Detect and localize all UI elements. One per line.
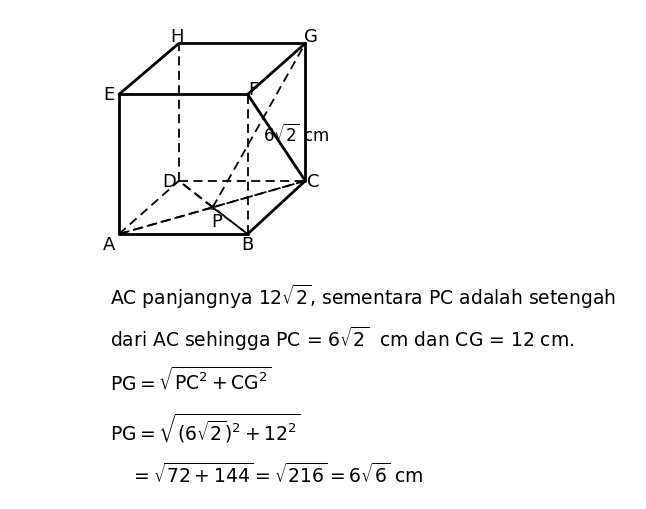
Text: A: A	[103, 235, 116, 253]
Text: D: D	[162, 173, 176, 190]
Text: $\mathrm{PG} = \sqrt{(6\sqrt{2})^2 + 12^2}$: $\mathrm{PG} = \sqrt{(6\sqrt{2})^2 + 12^…	[110, 410, 301, 444]
Text: H: H	[170, 28, 183, 46]
Text: dari AC sehingga PC = $6\sqrt{2}$  cm dan CG = 12 cm.: dari AC sehingga PC = $6\sqrt{2}$ cm dan…	[110, 325, 574, 353]
Text: C: C	[307, 173, 320, 190]
Text: $6\sqrt{2}$ cm: $6\sqrt{2}$ cm	[263, 124, 329, 146]
Text: AC panjangnya $12\sqrt{2}$, sementara PC adalah setengah: AC panjangnya $12\sqrt{2}$, sementara PC…	[110, 282, 616, 310]
Text: P: P	[212, 212, 223, 230]
Text: $\mathrm{PG} = \sqrt{\mathrm{PC}^2 + \mathrm{CG}^2}$: $\mathrm{PG} = \sqrt{\mathrm{PC}^2 + \ma…	[110, 366, 272, 394]
Text: G: G	[304, 28, 318, 46]
Text: F: F	[248, 81, 258, 99]
Text: E: E	[103, 86, 115, 104]
Text: B: B	[242, 235, 254, 253]
Text: $= \sqrt{72 + 144} = \sqrt{216} = 6\sqrt{6}$ cm: $= \sqrt{72 + 144} = \sqrt{216} = 6\sqrt…	[130, 462, 423, 486]
